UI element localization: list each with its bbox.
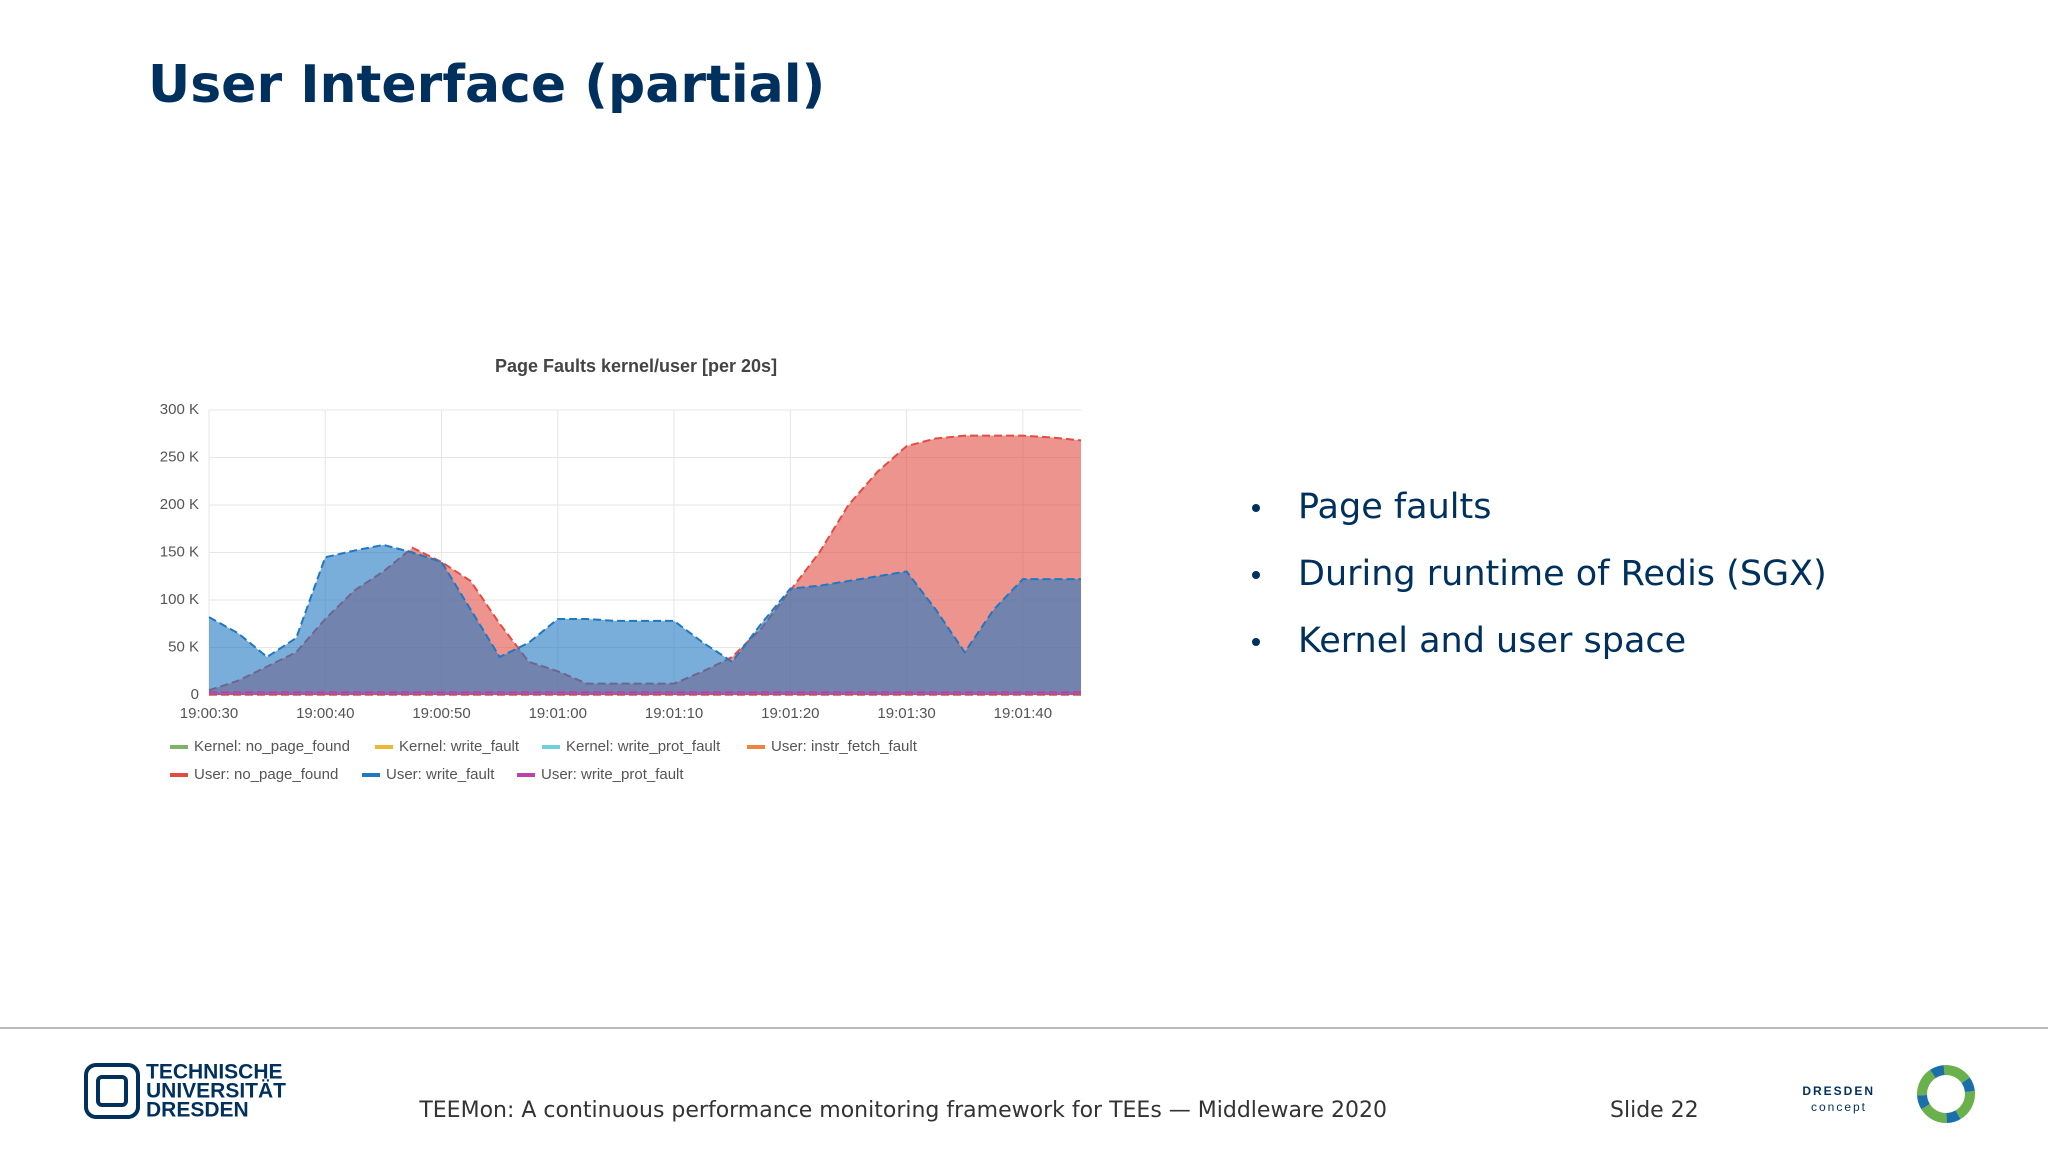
- logo-text: TECHNISCHE: [146, 1061, 283, 1084]
- bullet-list: Page faults During runtime of Redis (SGX)…: [1252, 487, 1827, 661]
- logo-text: DRESDEN: [1802, 1084, 1875, 1098]
- legend-label: Kernel: write_fault: [399, 738, 520, 755]
- logo-text: UNIVERSITÄT: [146, 1080, 286, 1103]
- concept-logo: DRESDEN concept: [1802, 1065, 1975, 1123]
- legend-label: User: write_prot_fault: [541, 766, 684, 783]
- y-tick-label: 50 K: [168, 638, 199, 655]
- y-tick-label: 250 K: [160, 448, 199, 465]
- chart-title: Page Faults kernel/user [per 20s]: [495, 356, 777, 376]
- logo-ring: [1917, 1065, 1975, 1123]
- y-tick-label: 100 K: [160, 591, 199, 608]
- y-tick-label: 300 K: [160, 401, 199, 418]
- y-tick-label: 150 K: [160, 543, 199, 560]
- legend-label: User: write_fault: [386, 766, 495, 783]
- bullet-dot: [1252, 504, 1260, 512]
- x-tick-label: 19:00:40: [296, 705, 354, 722]
- legend-label: Kernel: no_page_found: [194, 738, 350, 755]
- bullet-dot: [1252, 638, 1260, 646]
- bullet-dot: [1252, 571, 1260, 579]
- bullet-text: Page faults: [1298, 487, 1492, 527]
- legend-label: Kernel: write_prot_fault: [566, 738, 721, 755]
- x-tick-label: 19:01:40: [994, 705, 1052, 722]
- area-line: [208, 543, 1081, 664]
- area: [209, 544, 1081, 695]
- slide-title: User Interface (partial): [148, 55, 825, 115]
- x-tick-label: 19:00:30: [180, 705, 238, 722]
- x-tick-label: 19:01:00: [529, 705, 587, 722]
- slide-number: Slide 22: [1610, 1098, 1699, 1123]
- x-tick-label: 19:01:30: [877, 705, 935, 722]
- legend-label: User: instr_fetch_fault: [771, 738, 918, 755]
- footer-text: TEEMon: A continuous performance monitor…: [418, 1098, 1387, 1123]
- legend-label: User: no_page_found: [194, 766, 338, 783]
- logo-frame: [84, 1063, 140, 1119]
- bullet-text: Kernel and user space: [1298, 621, 1686, 661]
- bullet-text: During runtime of Redis (SGX): [1298, 554, 1827, 594]
- x-tick-label: 19:00:50: [412, 705, 470, 722]
- logo-text: concept: [1811, 1100, 1867, 1114]
- x-tick-label: 19:01:20: [761, 705, 819, 722]
- y-tick-label: 200 K: [160, 496, 199, 513]
- y-tick-label: 0: [191, 686, 199, 703]
- logo-text: DRESDEN: [146, 1099, 249, 1122]
- logo-frame: [96, 1075, 128, 1107]
- tu-logo: TECHNISCHE UNIVERSITÄT DRESDEN: [84, 1061, 286, 1122]
- x-tick-label: 19:01:10: [645, 705, 703, 722]
